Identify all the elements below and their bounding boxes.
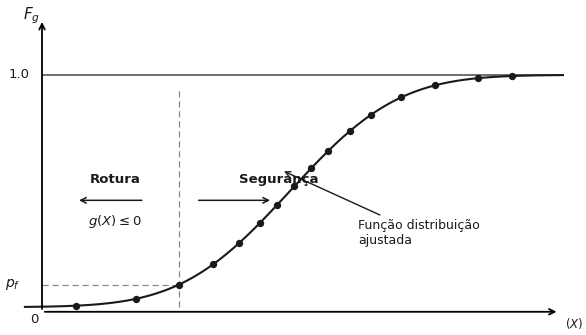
Point <box>289 184 299 189</box>
Text: $F_g$: $F_g$ <box>23 6 40 26</box>
Text: $(X)$: $(X)$ <box>565 317 584 331</box>
Text: $g(X) \leq 0$: $g(X) \leq 0$ <box>88 213 141 230</box>
Point <box>174 282 183 287</box>
Text: $p_f$: $p_f$ <box>5 277 21 292</box>
Text: 1.0: 1.0 <box>8 68 29 81</box>
Text: 0: 0 <box>30 313 39 326</box>
Point <box>255 220 265 225</box>
Point <box>272 202 282 208</box>
Point <box>366 112 376 117</box>
Point <box>131 296 141 302</box>
Point <box>473 75 483 81</box>
Point <box>507 73 517 79</box>
Text: Função distribuição
ajustada: Função distribuição ajustada <box>285 172 480 247</box>
Point <box>323 148 333 153</box>
Point <box>431 83 440 88</box>
Point <box>397 95 406 100</box>
Point <box>234 241 243 246</box>
Point <box>71 303 81 309</box>
Text: Segurança: Segurança <box>239 174 318 186</box>
Text: Rotura: Rotura <box>89 174 140 186</box>
Point <box>306 165 316 171</box>
Point <box>209 262 218 267</box>
Point <box>345 128 355 134</box>
